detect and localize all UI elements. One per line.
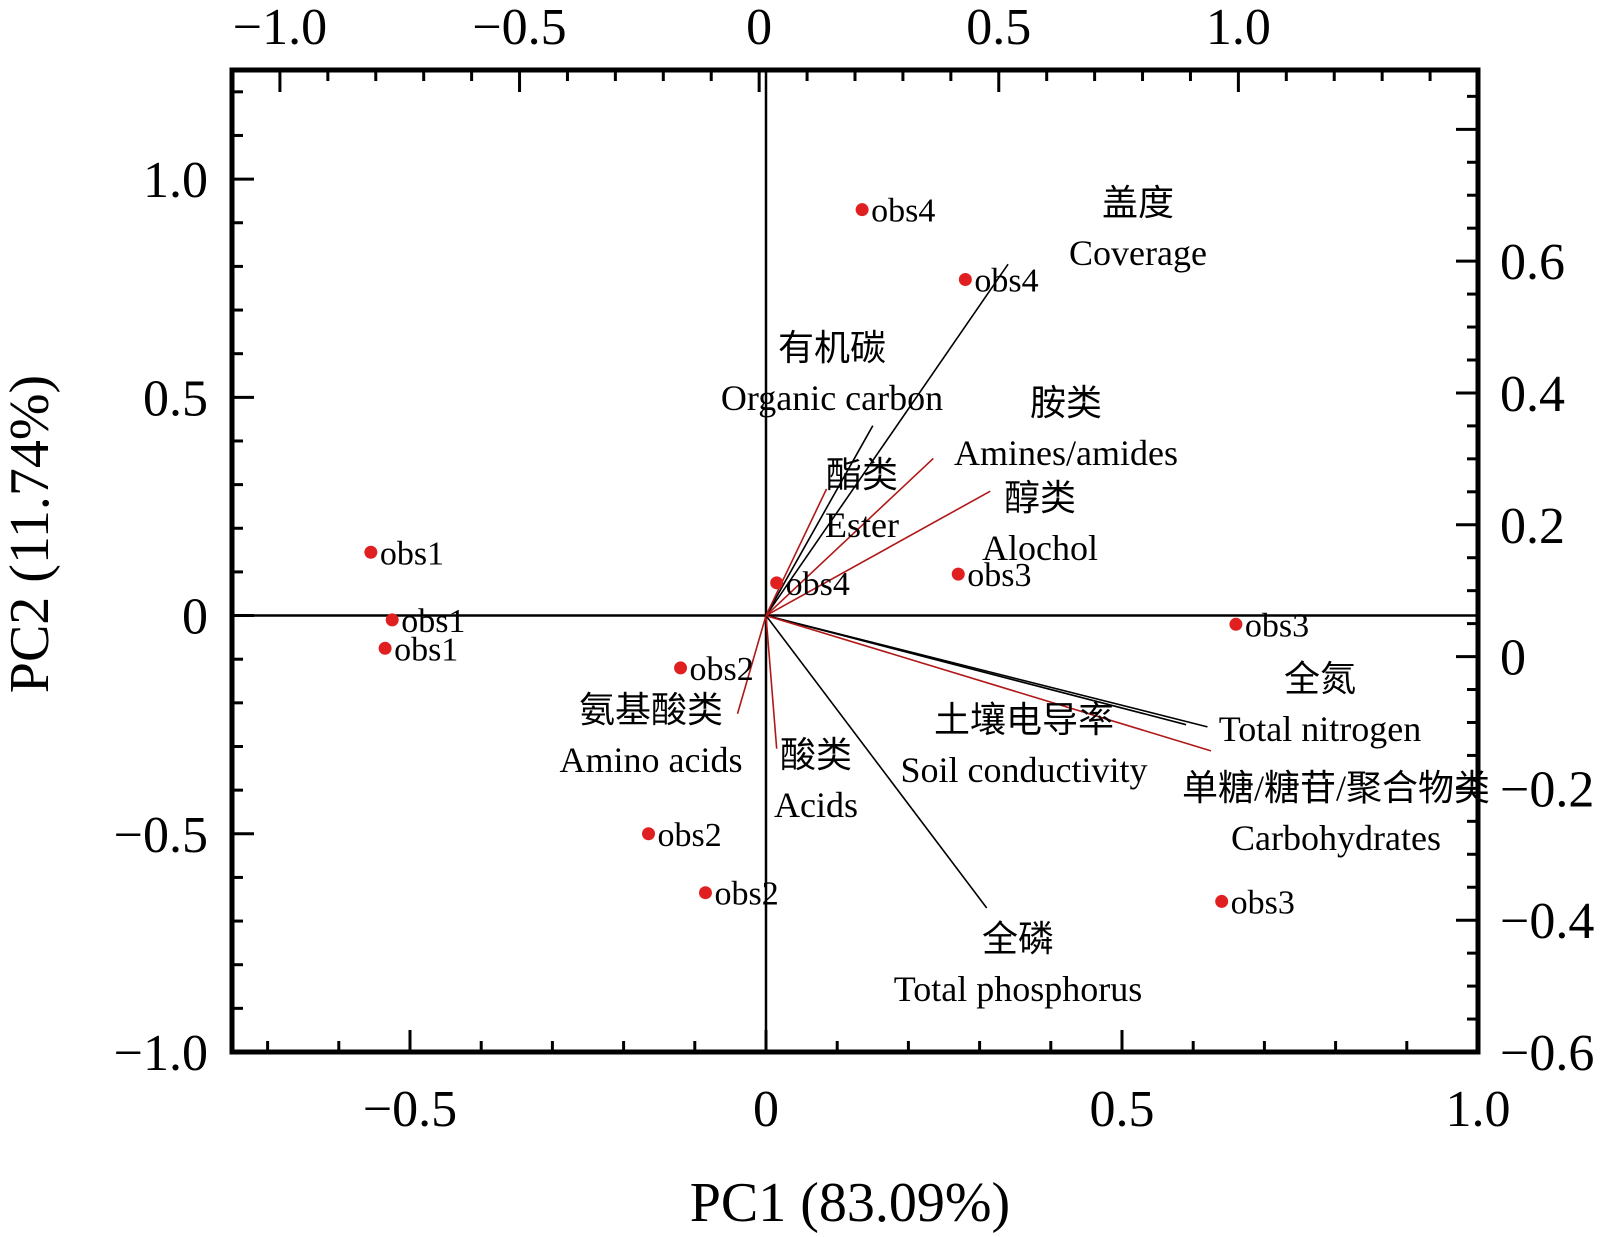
observation-label: obs4 [974, 262, 1038, 299]
loading-vector [765, 457, 934, 617]
observation-point [958, 272, 972, 286]
observation-point [1229, 617, 1243, 631]
variable-label-cn: 全磷 [982, 919, 1054, 959]
observation-label: obs4 [871, 193, 935, 230]
y-tick-label: 0 [182, 589, 208, 646]
variable-label-cn: 土壤电导率 [934, 700, 1114, 740]
observation-point [698, 886, 712, 900]
y-axis-title: PC2 (11.74%) [0, 375, 61, 693]
right-tick-label: −0.6 [1500, 1025, 1594, 1082]
observation-point [378, 641, 392, 655]
observation-point [855, 203, 869, 217]
variable-label-cn: 全氮 [1284, 659, 1356, 699]
top-tick-label: 0 [746, 0, 772, 56]
x-tick-label: −0.5 [363, 1081, 457, 1138]
y-tick-label: −1.0 [114, 1025, 208, 1082]
observation-label: obs1 [380, 535, 444, 572]
loading-vector [765, 488, 828, 616]
variable-label-cn: 醇类 [1004, 478, 1076, 518]
variable-label-en: Amino acids [560, 740, 743, 780]
variable-label-cn: 酯类 [826, 455, 898, 495]
observation-label: obs4 [786, 566, 850, 603]
loading-vector [765, 490, 991, 617]
loading-vector [765, 614, 1212, 752]
observation-label: obs2 [714, 876, 778, 913]
top-tick-label: 1.0 [1206, 0, 1271, 56]
observation-point [385, 613, 399, 627]
observation-label: obs3 [967, 557, 1031, 594]
observation-point [674, 661, 688, 675]
variable-label-cn: 氨基酸类 [579, 690, 723, 730]
loading-vector [765, 615, 988, 909]
variable-label-en: Total phosphorus [894, 969, 1142, 1009]
y-tick-label: 0.5 [143, 370, 208, 427]
variable-label-cn: 酸类 [780, 735, 852, 775]
observation-label: obs3 [1245, 607, 1309, 644]
y-tick-label: 1.0 [143, 152, 208, 209]
right-tick-label: 0.2 [1500, 498, 1565, 555]
loading-vector [765, 615, 778, 749]
variable-label-en: Total nitrogen [1219, 709, 1421, 749]
variable-label-cn: 胺类 [1030, 383, 1102, 423]
loading-vector [765, 263, 1009, 617]
variable-label-cn: 盖度 [1102, 183, 1174, 223]
variable-label-en: Organic carbon [721, 378, 943, 418]
variable-label-en: Soil conductivity [901, 750, 1148, 790]
observation-label: obs1 [401, 603, 465, 640]
loading-vector [765, 614, 1208, 728]
top-tick-label: −1.0 [233, 0, 327, 56]
y-tick-label: −0.5 [114, 807, 208, 864]
observation-label: obs2 [658, 817, 722, 854]
observation-point [642, 827, 656, 841]
top-tick-label: −0.5 [472, 0, 566, 56]
observation-point [1215, 894, 1229, 908]
loading-vector [765, 425, 874, 616]
x-tick-label: 0 [753, 1081, 779, 1138]
x-tick-label: 1.0 [1446, 1081, 1511, 1138]
observation-point [364, 545, 378, 559]
x-tick-label: 0.5 [1090, 1081, 1155, 1138]
x-axis-title: PC1 (83.09%) [690, 1172, 1010, 1234]
right-tick-label: −0.4 [1500, 893, 1594, 950]
variable-label-en: Coverage [1069, 233, 1207, 273]
observation-label: obs2 [690, 651, 754, 688]
right-tick-label: 0 [1500, 630, 1526, 687]
loading-vector [736, 615, 767, 714]
observation-point [951, 567, 965, 581]
observation-label: obs3 [1231, 884, 1295, 921]
observation-label: obs1 [394, 631, 458, 668]
right-tick-label: −0.2 [1500, 761, 1594, 818]
variable-label-en: Alochol [982, 528, 1098, 568]
observation-point [770, 576, 784, 590]
variable-label-en: Acids [774, 785, 858, 825]
variable-label-cn: 单糖/糖苷/聚合物类 [1182, 768, 1490, 808]
variable-label-en: Carbohydrates [1231, 818, 1441, 858]
right-tick-label: 0.6 [1500, 234, 1565, 291]
variable-label-en: Ester [825, 505, 899, 545]
top-tick-label: 0.5 [966, 0, 1031, 56]
right-tick-label: 0.4 [1500, 366, 1565, 423]
variable-label-cn: 有机碳 [778, 328, 886, 368]
variable-label-en: Amines/amides [954, 433, 1178, 473]
